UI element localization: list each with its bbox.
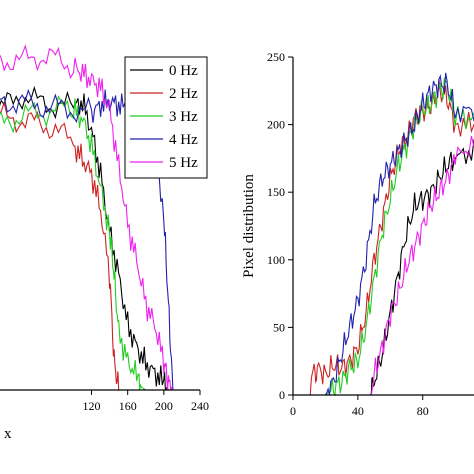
x-tick-label: 120 — [83, 399, 101, 413]
legend-label: 3 Hz — [169, 109, 198, 125]
legend-box — [124, 56, 208, 179]
x-tick-label: 240 — [191, 399, 209, 413]
x-tick-label: 40 — [352, 404, 364, 418]
series-line-4-hz — [0, 88, 200, 391]
y-tick-label: 100 — [267, 253, 285, 267]
right-chart-panel: 0 40 80 0 50 100 150 200 250 Pixel distribution — [241, 50, 474, 418]
series-line-5-hz — [293, 135, 474, 396]
legend-label: 5 Hz — [169, 155, 198, 171]
series-line-0-hz — [293, 139, 474, 396]
y-tick-label: 200 — [267, 118, 285, 132]
x-tick-label: 200 — [155, 399, 173, 413]
y-tick-label: 50 — [273, 320, 285, 334]
x-axis-title: x — [4, 426, 12, 442]
x-tick-label: 0 — [290, 404, 296, 418]
y-tick-label: 150 — [267, 185, 285, 199]
series-line-3-hz — [293, 76, 474, 397]
y-axis-title: Pixel distribution — [241, 174, 257, 278]
x-tick-label: 80 — [417, 404, 429, 418]
y-tick-label: 250 — [267, 50, 285, 64]
legend: 0 Hz 2 Hz 3 Hz 4 Hz 5 Hz — [124, 56, 208, 179]
x-tick-label: 160 — [119, 399, 137, 413]
series-line-5-hz — [0, 44, 200, 391]
series-line-4-hz — [293, 72, 474, 396]
y-tick-label: 0 — [279, 388, 285, 402]
legend-label: 0 Hz — [169, 63, 198, 79]
legend-label: 2 Hz — [169, 86, 198, 102]
left-chart-panel: 120 160 200 240 x — [0, 44, 209, 442]
legend-label: 4 Hz — [169, 132, 198, 148]
